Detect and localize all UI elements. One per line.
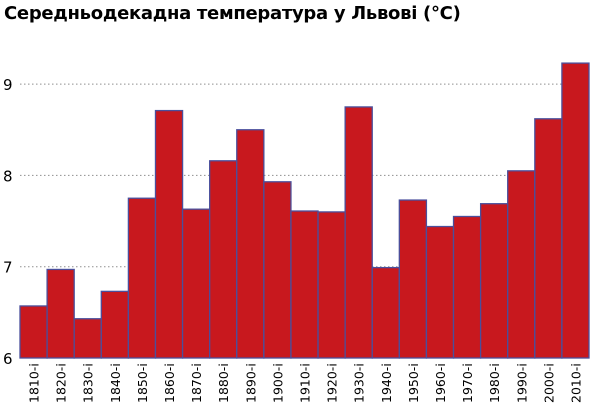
bar <box>263 181 292 359</box>
x-tick-labels: 1810-і 1820-і 1830-і 1840-і 1850-і 1860-і 1870… <box>27 363 584 403</box>
bar <box>425 225 455 359</box>
x-tick-label: 1830-і <box>81 363 96 403</box>
y-tick-label: 6 <box>3 350 13 368</box>
x-tick-label: 1840-і <box>108 363 123 403</box>
x-tick-label: 1980-і <box>487 363 502 403</box>
bar <box>181 208 211 359</box>
x-tick-label: 2010-і <box>568 363 583 403</box>
x-tick-label: 1920-і <box>325 363 340 403</box>
bar <box>19 305 48 359</box>
bar <box>154 109 184 359</box>
bar <box>209 160 238 359</box>
y-tick-label: 9 <box>3 76 13 94</box>
chart-title: Середньодекадна температура у Львові (°C… <box>4 3 461 24</box>
x-tick-label: 2000-і <box>541 363 556 403</box>
x-tick-label: 1990-і <box>514 363 529 403</box>
x-tick-label: 1960-і <box>433 363 448 403</box>
bar <box>127 197 157 359</box>
x-tick-label: 1940-і <box>379 363 394 403</box>
bar <box>344 106 373 359</box>
bar <box>561 62 590 359</box>
x-tick-label: 1850-і <box>135 363 150 403</box>
bars <box>19 62 590 359</box>
bar <box>398 199 428 359</box>
y-tick-label: 7 <box>3 259 13 277</box>
bar <box>100 290 130 359</box>
bar <box>479 203 509 359</box>
bar <box>46 268 75 359</box>
bar <box>236 129 265 359</box>
bar <box>371 266 400 359</box>
x-tick-label: 1820-і <box>54 363 69 403</box>
x-tick-label: 1870-і <box>189 363 204 403</box>
x-tick-label: 1950-і <box>406 363 421 403</box>
bar <box>452 215 482 359</box>
bar <box>534 118 563 359</box>
x-tick-label: 1810-і <box>27 363 42 403</box>
x-tick-label: 1970-і <box>460 363 475 403</box>
x-tick-label: 1930-і <box>352 363 367 403</box>
x-tick-label: 1880-і <box>216 363 231 403</box>
y-tick-label: 8 <box>3 167 13 185</box>
bar <box>290 210 319 359</box>
bar <box>317 211 346 359</box>
y-tick-labels: 6 7 8 9 <box>3 76 13 368</box>
x-tick-label: 1860-і <box>162 363 177 403</box>
x-tick-label: 1900-і <box>270 363 285 403</box>
bar <box>507 170 536 359</box>
bar <box>73 318 102 359</box>
x-tick-label: 1910-і <box>298 363 313 403</box>
x-tick-label: 1890-і <box>243 363 258 403</box>
